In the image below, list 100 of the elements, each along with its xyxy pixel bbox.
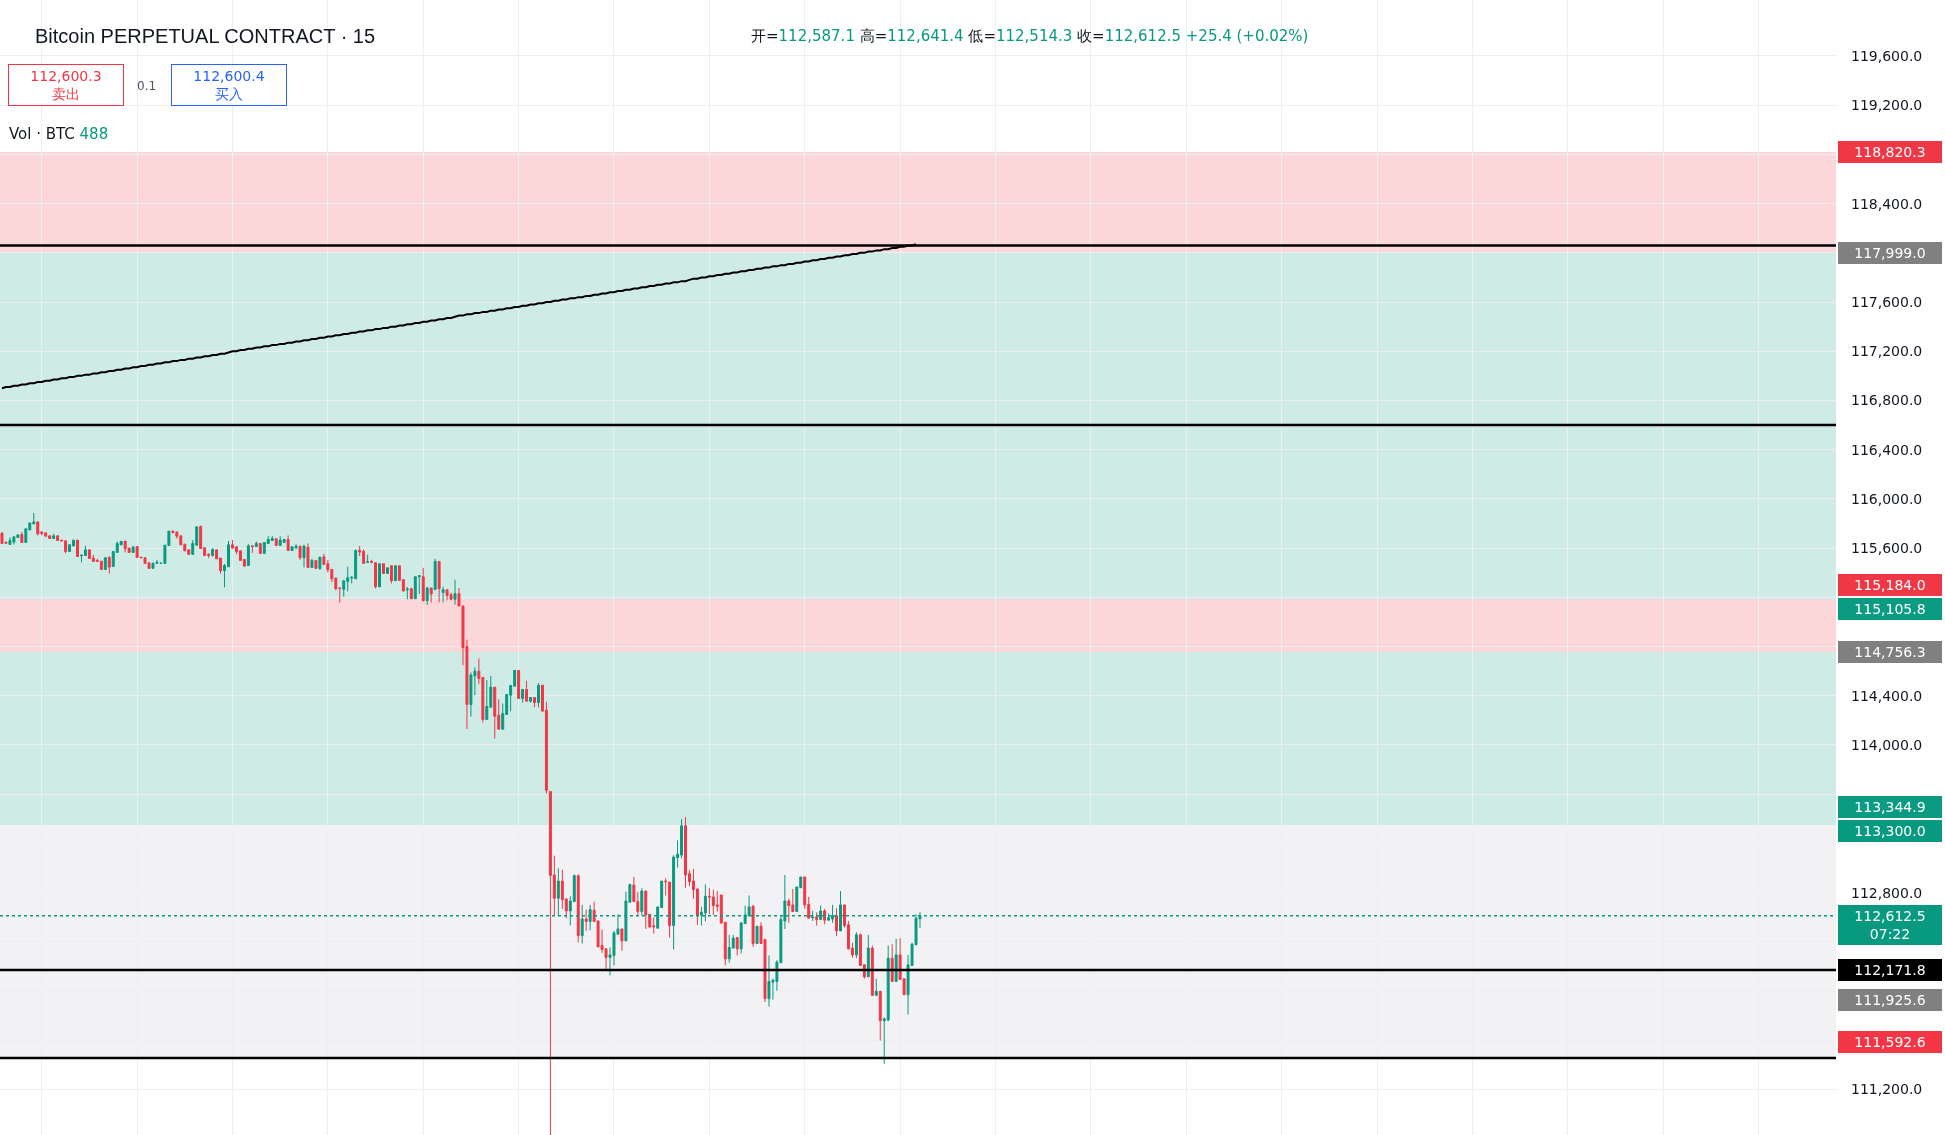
annotation: 112,600.4 买入 (193, 68, 265, 103)
candlestick (48, 535, 52, 540)
candlestick (354, 548, 358, 580)
candlestick (537, 682, 540, 708)
candlestick (445, 589, 449, 601)
candlestick (707, 887, 711, 915)
candlestick (52, 533, 56, 540)
text: 117,999.0 (1854, 245, 1926, 261)
y-tick-label: 114,400.0 (1851, 687, 1923, 704)
y-tick-label: 117,600.0 (1851, 293, 1923, 310)
y-tick-label: 112,800.0 (1851, 884, 1923, 901)
candlestick (36, 521, 40, 536)
candlestick (548, 791, 552, 1135)
candlestick (433, 558, 437, 591)
candlestick (302, 544, 306, 568)
y-tick-label: 114,000.0 (1851, 736, 1923, 753)
annotation: 0.1 (137, 79, 157, 93)
text: 111,925.6 (1854, 992, 1926, 1008)
y-tick-label: 116,800.0 (1851, 392, 1923, 409)
candlestick (735, 937, 739, 956)
y-tick-label: 118,400.0 (1851, 195, 1923, 212)
candlestick (135, 546, 139, 558)
candlestick (270, 535, 274, 541)
candlestick (107, 555, 111, 574)
candlestick (493, 686, 497, 740)
candlestick (76, 539, 79, 557)
candlestick (576, 873, 580, 943)
candlestick (278, 535, 282, 546)
candlestick (405, 586, 409, 600)
candlestick (8, 536, 12, 545)
y-tick-label: 119,200.0 (1851, 97, 1923, 114)
candlestick (652, 916, 656, 935)
candlestick (294, 543, 298, 550)
y-tick-label: 116,000.0 (1851, 490, 1923, 507)
candlestick (751, 904, 755, 948)
candlestick (878, 990, 882, 1042)
candlestick (254, 540, 258, 548)
candlestick (711, 889, 715, 916)
y-tick-label: 119,600.0 (1851, 47, 1923, 64)
candlestick (437, 560, 441, 603)
candlestick (644, 890, 648, 930)
candlestick (453, 579, 457, 606)
candlestick (425, 586, 429, 606)
candlestick (274, 538, 278, 546)
candlestick (44, 532, 48, 537)
annotation: 112,600.3 卖出 (30, 68, 102, 103)
candlestick (87, 549, 91, 559)
candlestick (151, 562, 155, 569)
candlestick (99, 560, 103, 570)
candlestick (441, 586, 445, 603)
candlestick (366, 554, 370, 563)
y-tick-label: 117,200.0 (1851, 343, 1923, 360)
y-tick-label: 116,400.0 (1851, 441, 1923, 458)
band-label: 115,105.8 (1854, 601, 1926, 617)
candlestick (258, 542, 262, 554)
candlestick (727, 934, 731, 964)
candlestick (584, 909, 588, 932)
ref-line-label: 112,171.8 (1854, 962, 1926, 978)
candlestick (246, 543, 250, 566)
candlestick (815, 911, 819, 927)
candlestick (306, 542, 310, 568)
candlestick (767, 954, 771, 1008)
candlestick (389, 565, 393, 584)
band-label: 113,344.9 (1854, 799, 1926, 815)
candlestick (529, 696, 533, 702)
candlestick (533, 696, 536, 708)
candlestick (103, 557, 107, 570)
candlestick (517, 669, 521, 699)
band-label: 118,820.3 (1854, 144, 1926, 160)
text: 111,592.6 (1854, 1034, 1926, 1050)
candlestick (521, 688, 525, 704)
ref-line-label: 112,612.5 07:22 (1854, 908, 1926, 943)
y-tick-label: 111,200.0 (1851, 1081, 1923, 1098)
candlestick (485, 679, 489, 721)
candlestick (890, 943, 894, 982)
candlestick (318, 556, 322, 571)
candlestick (525, 680, 529, 702)
candlestick (755, 925, 759, 945)
annotation: Vol · BTC 488 (9, 125, 109, 143)
candlestick (250, 545, 254, 554)
text: 114,756.3 (1854, 644, 1926, 660)
candlestick (894, 938, 898, 982)
candlestick (374, 562, 378, 589)
candlestick (12, 536, 16, 545)
candlestick (684, 816, 687, 889)
text: Bitcoin PERPETUAL CONTRACT · 15 (35, 25, 376, 47)
candlestick (286, 534, 290, 551)
candlestick (835, 907, 839, 937)
candlestick (866, 934, 870, 978)
candlestick (823, 908, 827, 925)
candlestick (421, 567, 425, 602)
candlestick (429, 587, 433, 603)
candlestick (449, 592, 453, 601)
candlestick (72, 539, 75, 548)
candlestick (385, 567, 389, 574)
candlestick (231, 539, 234, 550)
candlestick (409, 587, 413, 600)
candlestick (298, 545, 302, 561)
band-label: 115,184.0 (1854, 577, 1926, 593)
candlestick (290, 546, 294, 551)
